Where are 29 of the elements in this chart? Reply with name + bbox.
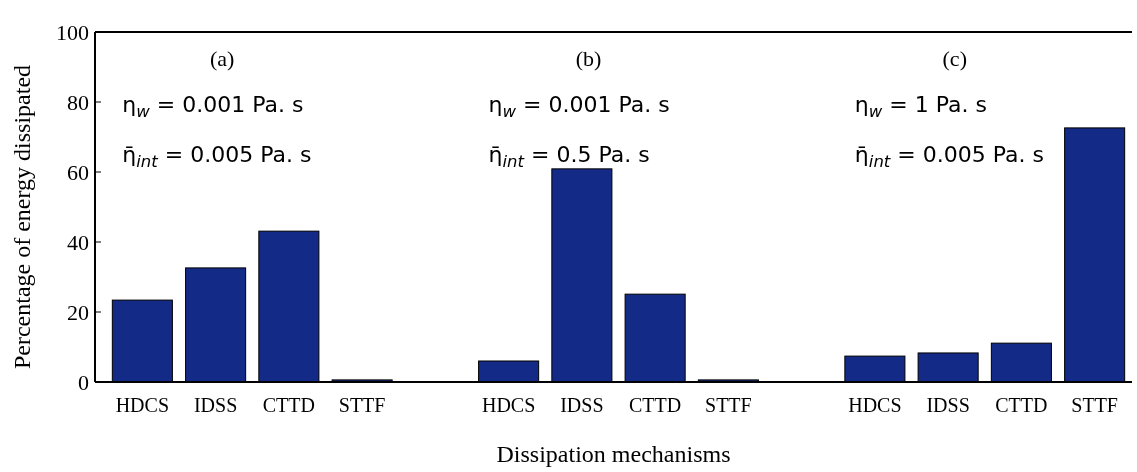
x-tick-label: HDCS (848, 394, 902, 416)
y-tick-label: 100 (56, 19, 89, 45)
annotation: η̄$_{int}$ = 0.5 Pa. s (488, 142, 650, 172)
annotation: (c) (942, 46, 967, 71)
y-tick-label: 40 (67, 229, 89, 255)
y-axis-title: Percentage of energy dissipated (9, 64, 35, 370)
x-tick-label: IDSS (926, 394, 970, 416)
x-tick-label: CTTD (262, 394, 315, 416)
y-tick-label: 0 (78, 369, 89, 395)
x-tick-label: HDCS (481, 394, 536, 416)
x-tick-label: HDCS (115, 394, 170, 416)
x-axis-title: Dissipation mechanisms (496, 441, 731, 467)
annotation: η$_{w}$ = 1 Pa. s (854, 92, 987, 122)
x-tick-label: IDSS (560, 394, 604, 416)
annotation: η̄$_{int}$ = 0.005 Pa. s (854, 142, 1044, 172)
x-tick-label: CTTD (995, 394, 1048, 416)
annotation: (b) (575, 46, 602, 71)
y-tick-label: 20 (67, 299, 89, 325)
y-tick-label: 80 (67, 89, 89, 115)
annotation: η$_{w}$ = 0.001 Pa. s (488, 92, 670, 122)
annotation: η$_{w}$ = 0.001 Pa. s (122, 92, 304, 122)
y-tick-label: 60 (67, 159, 89, 185)
annotation: (a) (210, 46, 235, 71)
x-tick-label: IDSS (193, 394, 238, 416)
x-tick-label: STTF (705, 394, 752, 416)
annotation: η̄$_{int}$ = 0.005 Pa. s (122, 142, 312, 172)
x-tick-label: STTF (338, 394, 386, 416)
x-tick-label: STTF (1071, 394, 1118, 416)
x-tick-label: CTTD (629, 394, 682, 416)
